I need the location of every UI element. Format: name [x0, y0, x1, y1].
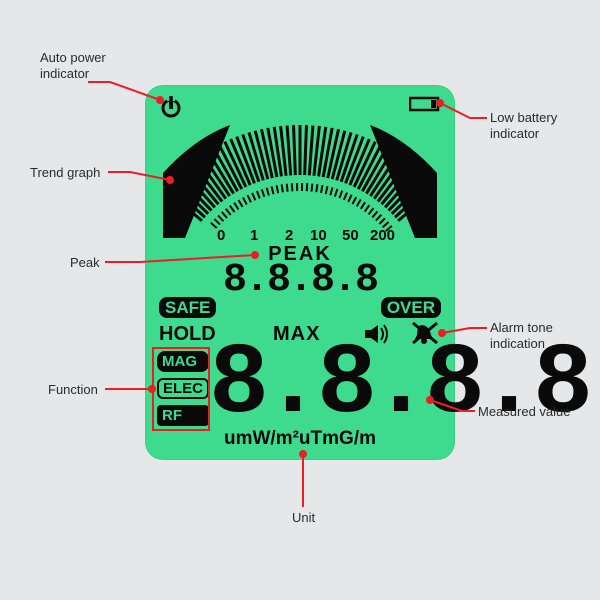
callout-peak: Peak: [70, 255, 100, 271]
callout-alarm: Alarm tone indication: [490, 320, 553, 351]
trend-graph: [145, 103, 455, 258]
safe-indicator: SAFE: [159, 297, 216, 318]
function-highlight: [152, 347, 210, 431]
hold-indicator: HOLD: [159, 323, 216, 346]
over-indicator: OVER: [381, 297, 441, 318]
callout-auto-power: Auto power indicator: [40, 50, 106, 81]
callout-function: Function: [48, 382, 98, 398]
callout-trend: Trend graph: [30, 165, 100, 181]
unit-text: umW/m²uTmG/m: [145, 428, 455, 450]
peak-digits: 8.8.8.8: [145, 261, 455, 301]
callout-measured: Measured value: [478, 404, 571, 420]
main-digits: 8.8.8.8: [209, 341, 445, 431]
callout-unit: Unit: [292, 510, 315, 526]
callout-low-batt: Low battery indicator: [490, 110, 557, 141]
